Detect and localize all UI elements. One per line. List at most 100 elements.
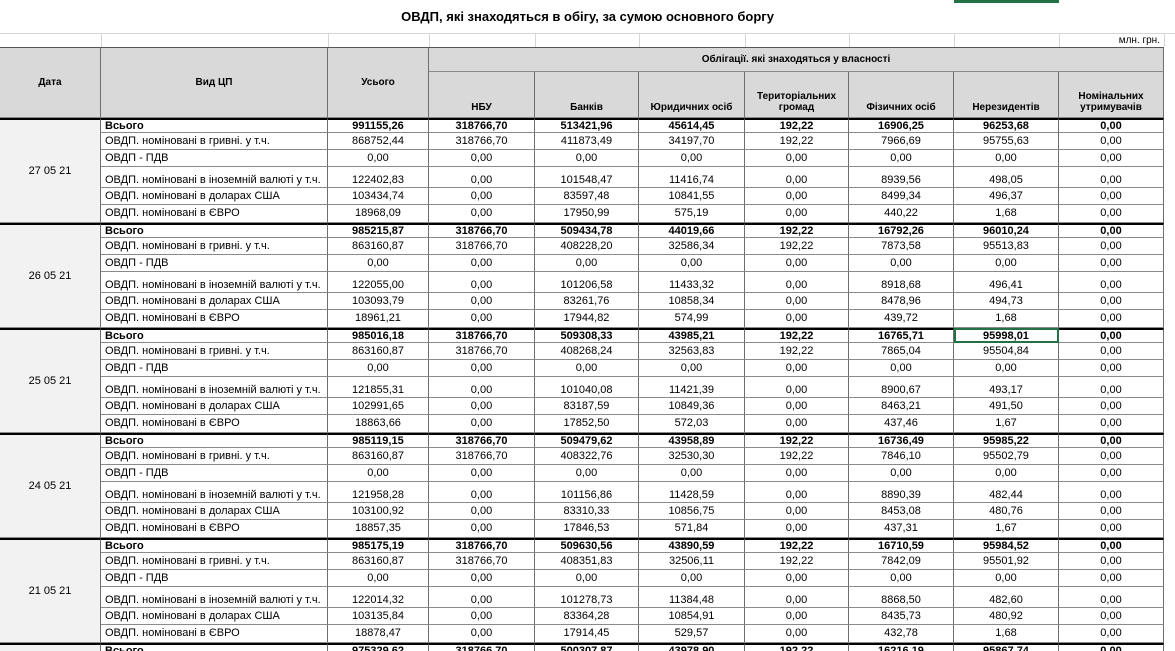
value-cell: 0,00 [429,465,535,482]
row-label: ОВДП - ПДВ [101,255,328,272]
value-cell: 574,99 [639,310,745,328]
gridline [1164,34,1165,47]
value-cell: 32506,11 [639,553,745,570]
value-cell: 83187,59 [535,398,639,415]
title: ОВДП, які знаходяться в обігу, за сумою … [0,0,1175,34]
value-cell: 0,00 [954,360,1059,377]
value-cell: 0,00 [745,415,849,433]
value-cell: 17846,53 [535,520,639,538]
value-cell: 16216,19 [849,643,954,651]
value-cell: 0,00 [535,255,639,272]
value-cell: 0,00 [639,150,745,167]
value-cell: 0,00 [1059,223,1164,238]
gridline [535,34,536,47]
value-cell: 0,00 [429,150,535,167]
value-cell: 432,78 [849,625,954,643]
value-cell: 408228,20 [535,238,639,255]
row-label: ОВДП. номіновані в доларах США [101,293,328,310]
value-cell: 7873,58 [849,238,954,255]
value-cell: 11416,74 [639,167,745,188]
value-cell: 0,00 [429,503,535,520]
value-cell: 0,00 [1059,188,1164,205]
row-label: ОВДП. номіновані в ЄВРО [101,415,328,433]
value-cell: 8435,73 [849,608,954,625]
value-cell: 509308,33 [535,328,639,343]
row-label: Всього [101,433,328,448]
value-cell: 318766,70 [429,433,535,448]
row-label: ОВДП - ПДВ [101,570,328,587]
value-cell: 0,00 [1059,398,1164,415]
value-cell: 0,00 [1059,150,1164,167]
value-cell: 440,22 [849,205,954,223]
value-cell: 0,00 [1059,448,1164,465]
value-cell: 192,22 [745,133,849,150]
value-cell: 0,00 [954,570,1059,587]
value-cell: 0,00 [849,570,954,587]
value-cell: 121958,28 [328,482,429,503]
value-cell: 494,73 [954,293,1059,310]
value-cell: 975329,62 [328,643,429,651]
value-cell: 34197,70 [639,133,745,150]
value-cell: 102991,65 [328,398,429,415]
row-label: Всього [101,223,328,238]
date-cell: 25 05 21 [0,328,101,433]
value-cell: 192,22 [745,553,849,570]
value-cell: 318766,70 [429,118,535,133]
value-cell: 0,00 [328,465,429,482]
value-cell: 509479,62 [535,433,639,448]
value-cell: 0,00 [1059,433,1164,448]
gridline [101,34,102,47]
value-cell: 32530,30 [639,448,745,465]
row-label: Всього [101,643,328,651]
row-label: ОВДП. номіновані в ЄВРО [101,310,328,328]
value-cell: 0,00 [639,570,745,587]
value-cell: 0,00 [1059,643,1164,651]
value-cell: 437,31 [849,520,954,538]
value-cell: 8453,08 [849,503,954,520]
value-cell: 0,00 [1059,570,1164,587]
value-cell: 17944,82 [535,310,639,328]
value-cell: 0,00 [1059,538,1164,553]
header-cell: Усього [328,47,429,118]
value-cell: 0,00 [1059,343,1164,360]
value-cell: 411873,49 [535,133,639,150]
gridline [328,34,329,47]
value-cell: 11428,59 [639,482,745,503]
value-cell: 18857,35 [328,520,429,538]
value-cell: 0,00 [1059,625,1164,643]
value-cell: 11421,39 [639,377,745,398]
value-cell: 0,00 [745,625,849,643]
value-cell: 103100,92 [328,503,429,520]
value-cell: 103434,74 [328,188,429,205]
value-cell: 95755,63 [954,133,1059,150]
value-cell: 0,00 [1059,328,1164,343]
value-cell: 0,00 [429,167,535,188]
date-cell: 21 05 21 [0,538,101,643]
value-cell: 318766,70 [429,448,535,465]
date-cell: 24 05 21 [0,433,101,538]
value-cell: 0,00 [429,255,535,272]
value-cell: 17950,99 [535,205,639,223]
value-cell: 863160,87 [328,553,429,570]
value-cell: 122055,00 [328,272,429,293]
row-label: ОВДП. номіновані в іноземній валюті у т.… [101,482,328,503]
row-label: ОВДП - ПДВ [101,465,328,482]
value-cell: 101548,47 [535,167,639,188]
row-label: ОВДП - ПДВ [101,150,328,167]
value-cell: 18878,47 [328,625,429,643]
row-label: ОВДП. номіновані в доларах США [101,398,328,415]
row-label: ОВДП. номіновані в іноземній валюті у т.… [101,167,328,188]
value-cell: 0,00 [639,255,745,272]
value-cell: 83261,76 [535,293,639,310]
column-highlight [954,0,1059,3]
value-cell: 496,37 [954,188,1059,205]
value-cell: 0,00 [429,587,535,608]
value-cell: 0,00 [849,465,954,482]
header-cell: Номінальних утримувачів [1059,72,1164,118]
value-cell: 0,00 [1059,360,1164,377]
value-cell: 11384,48 [639,587,745,608]
value-cell: 192,22 [745,643,849,651]
value-cell: 0,00 [1059,415,1164,433]
value-cell: 7865,04 [849,343,954,360]
value-cell: 0,00 [429,205,535,223]
